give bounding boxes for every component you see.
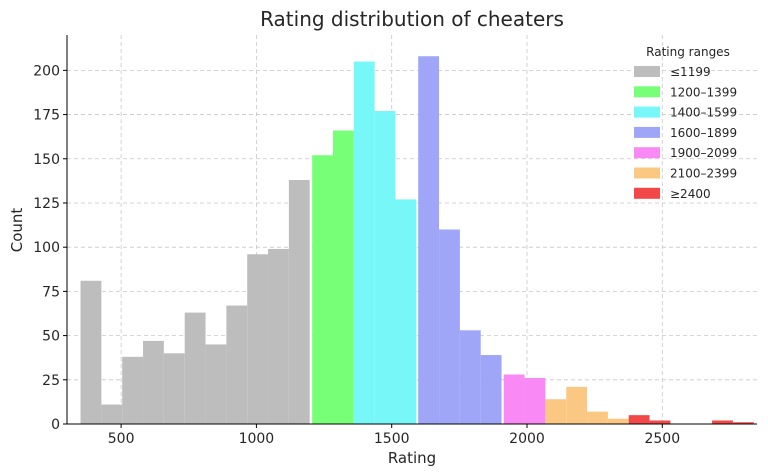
histogram-bar	[480, 355, 502, 424]
histogram-bar	[566, 386, 588, 424]
histogram-bar	[268, 248, 289, 424]
histogram-bar	[503, 374, 525, 424]
legend-label: 1600–1899	[670, 126, 737, 140]
y-tick-label: 75	[42, 284, 60, 300]
histogram-bar	[712, 420, 733, 424]
y-tick-label: 125	[33, 196, 60, 212]
y-tick-label: 50	[42, 329, 60, 345]
x-axis-label: Rating	[388, 449, 436, 467]
legend-swatch	[634, 167, 660, 179]
histogram-bar	[587, 411, 608, 424]
histogram-bar	[143, 340, 164, 424]
legend-label: ≥2400	[670, 187, 711, 201]
histogram-bar	[205, 344, 227, 424]
x-tick-label: 500	[108, 431, 135, 447]
histogram-bar	[439, 229, 460, 424]
histogram-bar	[395, 199, 417, 424]
histogram-bar	[374, 111, 396, 425]
legend-swatch	[634, 106, 660, 118]
legend-label: 1900–2099	[670, 146, 737, 160]
histogram-bar	[524, 378, 546, 424]
legend: Rating ranges ≤1199 1200–1399 1400–1599 160…	[634, 45, 737, 201]
histogram-bar	[459, 330, 481, 424]
legend-label: 1400–1599	[670, 106, 737, 120]
y-tick-label: 25	[42, 373, 60, 389]
legend-title: Rating ranges	[646, 45, 730, 59]
histogram-bar	[101, 404, 123, 424]
legend-swatch	[634, 86, 660, 98]
x-tick-label: 1500	[374, 431, 410, 447]
y-tick-label: 200	[33, 63, 60, 79]
legend-swatch	[634, 147, 660, 159]
histogram-bar	[353, 61, 375, 424]
y-tick-label: 100	[33, 240, 60, 256]
histogram-bar	[649, 420, 671, 424]
y-tick-label: 150	[33, 152, 60, 168]
chart-title: Rating distribution of cheaters	[260, 7, 564, 31]
histogram-bars	[80, 56, 754, 425]
x-tick-label: 1000	[239, 431, 275, 447]
histogram-bar	[226, 305, 248, 424]
histogram-bar	[80, 280, 102, 424]
y-tick-label: 175	[33, 108, 60, 124]
legend-label: 1200–1399	[670, 85, 737, 99]
histogram-bar	[122, 356, 144, 424]
legend-swatch	[634, 66, 660, 77]
legend-label: ≤1199	[670, 65, 711, 79]
histogram-bar	[628, 415, 650, 424]
legend-swatch	[634, 187, 660, 199]
histogram-bar	[545, 399, 567, 424]
histogram-bar	[247, 254, 269, 424]
legend-swatch	[634, 126, 660, 138]
histogram-bar	[312, 155, 333, 424]
y-axis-label: Count	[8, 208, 26, 253]
x-tick-label: 2000	[509, 431, 545, 447]
histogram-bar	[288, 179, 310, 424]
histogram-bar	[732, 422, 754, 424]
histogram-bar	[607, 418, 629, 424]
histogram-bar	[163, 353, 185, 424]
x-tick-label: 2500	[644, 431, 680, 447]
histogram-bar	[418, 56, 440, 425]
y-tick-label: 0	[51, 417, 60, 433]
legend-label: 2100–2399	[670, 167, 737, 181]
histogram-bar	[332, 130, 354, 424]
axes: 500 1000 1500 2000 2500 0 25 50 75 100 125 150 175 20…	[33, 35, 757, 447]
histogram-bar	[184, 312, 206, 424]
